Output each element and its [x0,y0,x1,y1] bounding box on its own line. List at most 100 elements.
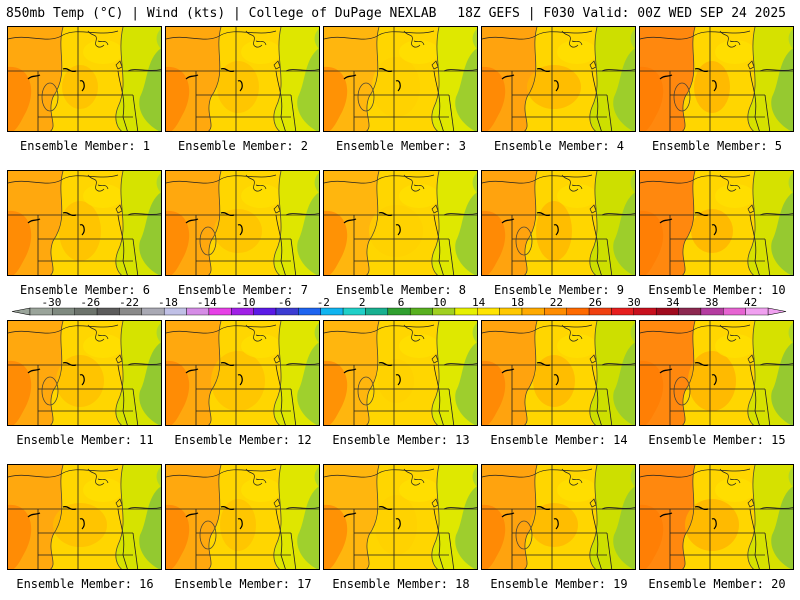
legend-color-swatch [231,307,254,316]
legend-color-swatch [723,307,746,316]
legend-color-swatch [655,307,679,316]
ensemble-map-panel [7,464,162,570]
legend-max-arrow [767,307,787,316]
temperature-map [324,465,477,569]
ensemble-member-label: Ensemble Member: 9 [493,283,625,297]
legend-color-swatch [477,307,500,316]
ensemble-member-label: Ensemble Member: 4 [493,139,625,153]
legend-color-swatch [432,307,456,316]
ensemble-map-panel [481,170,636,276]
legend-color-swatch [29,307,53,316]
ensemble-map-panel [323,320,478,426]
ensemble-member-label: Ensemble Member: 19 [490,577,628,591]
ensemble-member-label: Ensemble Member: 2 [177,139,309,153]
temperature-map [8,321,161,425]
legend-tick-label: -22 [119,296,139,309]
ensemble-member-label: Ensemble Member: 10 [648,283,786,297]
legend-color-swatch [119,307,143,316]
ensemble-member-label: Ensemble Member: 20 [648,577,786,591]
legend-color-swatch [611,307,635,316]
ensemble-member-label: Ensemble Member: 17 [174,577,312,591]
ensemble-member-label: Ensemble Member: 11 [16,433,154,447]
legend-color-swatch [208,307,232,316]
ensemble-map-panel [481,320,636,426]
legend-color-swatch [409,307,433,316]
temperature-map [640,465,793,569]
temperature-map [166,321,319,425]
legend-tick-label: 10 [433,296,446,309]
legend-tick-label: 38 [705,296,718,309]
legend-tick-label: -26 [80,296,100,309]
ensemble-map-panel [323,170,478,276]
legend-color-swatch [700,307,724,316]
legend-color-swatch [365,307,389,316]
legend-color-swatch [342,307,366,316]
legend-color-swatch [253,307,277,316]
legend-color-swatch [633,307,657,316]
temperature-color-legend: -30 -26 -22 -18 -14 -10 -6 -2 2 6 10 14 18 22 26 30 34 38… [0,296,800,320]
ensemble-member-label: Ensemble Member: 7 [177,283,309,297]
legend-color-swatch [74,307,98,316]
ensemble-map-panel [165,464,320,570]
temperature-map [324,171,477,275]
legend-color-swatch [163,307,187,316]
ensemble-map-panel [7,26,162,132]
ensemble-map-panel [165,170,320,276]
legend-tick-label: 14 [472,296,486,309]
legend-tick-label: 26 [589,296,602,309]
legend-tick-label: 6 [398,296,405,309]
legend-color-swatch [52,307,75,316]
legend-tick-label: 34 [666,296,680,309]
ensemble-member-label: Ensemble Member: 13 [332,433,470,447]
legend-tick-label: -10 [236,296,256,309]
legend-color-swatch [454,307,478,316]
temperature-map [166,465,319,569]
ensemble-map-panel [323,26,478,132]
legend-color-swatch [678,307,702,316]
legend-tick-label: 22 [550,296,563,309]
legend-color-swatch [186,307,210,316]
run-valid-time: 18Z GEFS | F030 Valid: 00Z WED SEP 24 20… [457,6,786,21]
temperature-map [640,321,793,425]
temperature-map [640,27,793,131]
temperature-map [482,465,635,569]
ensemble-member-label: Ensemble Member: 16 [16,577,154,591]
ensemble-map-panel [481,464,636,570]
legend-tick-label: -14 [197,296,217,309]
ensemble-map-panel [7,320,162,426]
ensemble-map-panel [481,26,636,132]
legend-color-swatch [745,307,769,316]
temperature-map [482,27,635,131]
legend-color-swatch [387,307,411,316]
temperature-map [324,27,477,131]
chart-title: 850mb Temp (°C) | Wind (kts) | College o… [6,6,437,21]
legend-tick-label: -18 [158,296,178,309]
temperature-map [482,321,635,425]
legend-tick-label: 2 [359,296,366,309]
temperature-map [482,171,635,275]
ensemble-member-label: Ensemble Member: 14 [490,433,628,447]
ensemble-map-panel [165,26,320,132]
legend-color-swatch [566,307,590,316]
temperature-map [8,171,161,275]
ensemble-map-panel [7,170,162,276]
ensemble-map-panel [639,170,794,276]
ensemble-member-label: Ensemble Member: 1 [19,139,151,153]
ensemble-member-label: Ensemble Member: 8 [335,283,467,297]
color-legend-bar: -30 -26 -22 -18 -14 -10 -6 -2 2 6 10 14 18 22 26 30 34 38… [11,296,787,316]
ensemble-member-label: Ensemble Member: 3 [335,139,467,153]
legend-color-swatch [521,307,545,316]
legend-color-swatch [320,307,344,316]
legend-color-swatch [141,307,165,316]
legend-color-swatch [499,307,523,316]
legend-tick-label: -30 [41,296,61,309]
ensemble-map-panel [323,464,478,570]
ensemble-member-label: Ensemble Member: 6 [19,283,151,297]
ensemble-map-panel [639,26,794,132]
legend-color-swatch [96,307,120,316]
legend-min-arrow [11,307,31,316]
ensemble-map-panel [165,320,320,426]
temperature-map [166,171,319,275]
ensemble-member-label: Ensemble Member: 18 [332,577,470,591]
temperature-map [8,27,161,131]
